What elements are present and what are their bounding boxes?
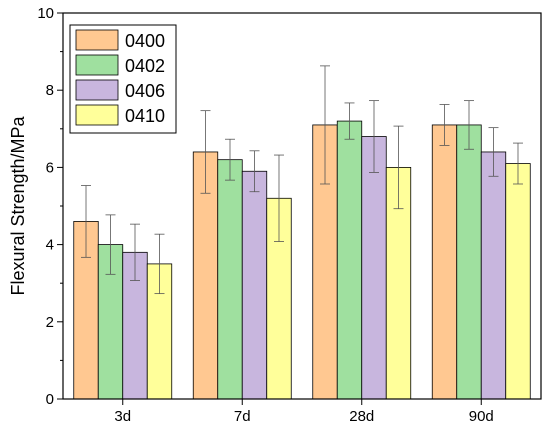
axes-layer: 0 2 4 6 8 10 3d 7d 28d 90d bbox=[37, 5, 542, 425]
legend-label-0400: 0400 bbox=[125, 31, 165, 51]
error-bar-0410-90d bbox=[512, 142, 523, 185]
legend-label-0402: 0402 bbox=[125, 56, 165, 76]
legend-label-0410: 0410 bbox=[125, 106, 165, 126]
bar-0402-7d bbox=[217, 159, 243, 400]
error-bar-0410-7d bbox=[273, 154, 284, 242]
error-bar-0400-7d bbox=[200, 110, 211, 194]
bar-0406-90d bbox=[480, 151, 507, 400]
x-tick-label: 7d bbox=[234, 408, 251, 425]
legend-swatch-0402 bbox=[75, 54, 119, 76]
y-axis-title: Flexural Strength/MPa bbox=[8, 115, 28, 295]
x-tick-label: 3d bbox=[114, 408, 131, 425]
bar-0402-90d bbox=[456, 124, 482, 400]
bar-0402-28d bbox=[336, 120, 363, 400]
error-bar-0406-28d bbox=[368, 100, 379, 173]
y-tick-label: 8 bbox=[46, 82, 54, 99]
legend-swatch-0410 bbox=[75, 104, 119, 126]
x-tick-label: 28d bbox=[349, 408, 374, 425]
y-tick-label: 6 bbox=[46, 159, 54, 176]
x-tick-label: 90d bbox=[469, 408, 494, 425]
error-bar-0410-28d bbox=[393, 125, 404, 210]
error-bar-0406-7d bbox=[249, 150, 260, 193]
legend-swatch-0406 bbox=[75, 79, 119, 101]
y-tick-label: 0 bbox=[46, 391, 54, 408]
error-bar-0400-28d bbox=[320, 65, 331, 185]
bar-0410-90d bbox=[505, 163, 531, 400]
error-bar-0406-90d bbox=[488, 127, 499, 177]
legend-swatch-0400 bbox=[75, 29, 119, 51]
errorbars-layer bbox=[81, 65, 523, 295]
error-bar-0400-90d bbox=[439, 104, 450, 146]
error-bar-0402-7d bbox=[225, 138, 236, 181]
y-tick-label: 10 bbox=[37, 5, 54, 22]
error-bar-0410-3d bbox=[154, 233, 165, 295]
legend: 0400 0402 0406 0410 bbox=[69, 24, 177, 134]
y-tick-label: 2 bbox=[46, 314, 54, 331]
legend-label-0406: 0406 bbox=[125, 81, 165, 101]
bar-0406-7d bbox=[241, 170, 268, 400]
bar-0400-90d bbox=[431, 124, 458, 400]
error-bar-0402-90d bbox=[464, 100, 475, 150]
y-tick-label: 4 bbox=[46, 237, 54, 254]
error-bar-0400-3d bbox=[81, 185, 92, 258]
bar-0406-28d bbox=[361, 136, 387, 400]
error-bar-0406-3d bbox=[129, 223, 140, 281]
error-bar-0402-3d bbox=[105, 214, 116, 275]
error-bar-0402-28d bbox=[344, 102, 355, 140]
